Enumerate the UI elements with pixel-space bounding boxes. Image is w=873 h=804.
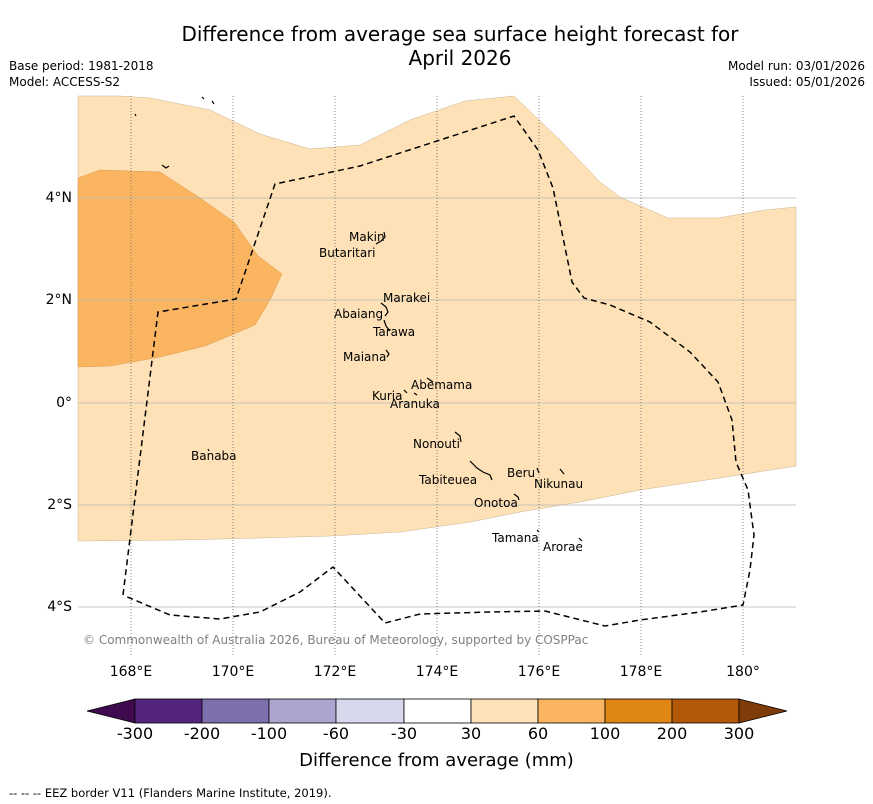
colorbar-segment <box>403 698 472 724</box>
issued-date: Issued: 05/01/2026 <box>749 75 865 89</box>
colorbar-segment <box>537 698 606 724</box>
place-label: Maiana <box>343 350 386 364</box>
footer-note: -- -- -- EEZ border V11 (Flanders Marine… <box>9 786 332 800</box>
colorbar-tick: -200 <box>183 724 221 743</box>
island-outlines <box>134 96 583 542</box>
colorbar-segment <box>671 698 740 724</box>
place-label: Butaritari <box>319 246 376 260</box>
lon-label: 176°E <box>517 664 561 680</box>
place-label: Abemama <box>411 378 472 392</box>
colorbar-tick: 30 <box>460 724 482 743</box>
colorbar-extend-low <box>86 698 136 724</box>
place-label: Tarawa <box>372 325 415 339</box>
title-line-2: April 2026 <box>408 46 512 70</box>
place-label: Aranuka <box>390 397 440 411</box>
lon-label: 180° <box>726 664 760 680</box>
lat-label: 2°S <box>47 497 72 513</box>
place-label: Tabiteuea <box>418 473 477 487</box>
colorbar-segment <box>268 698 337 724</box>
place-label: Abaiang <box>334 307 383 321</box>
colorbar <box>86 698 788 724</box>
place-label: Tamana <box>491 531 539 545</box>
colorbar-label: Difference from average (mm) <box>299 750 574 771</box>
place-label: Arorae <box>543 540 583 554</box>
anomaly-band-60-100 <box>77 169 283 368</box>
colorbar-tick: 60 <box>527 724 549 743</box>
title-line-1: Difference from average sea surface heig… <box>181 22 739 46</box>
lon-label: 178°E <box>619 664 663 680</box>
place-label: Nikunau <box>534 477 583 491</box>
place-label: Kuria <box>372 389 403 403</box>
copyright-text: © Commonwealth of Australia 2026, Bureau… <box>83 633 588 647</box>
longitude-gridlines <box>130 96 744 655</box>
colorbar-tick: -60 <box>322 724 350 743</box>
place-label: Makin <box>349 230 385 244</box>
meta-left: Base period: 1981-2018 Model: ACCESS-S2 <box>9 58 154 90</box>
lon-label: 168°E <box>109 664 153 680</box>
lat-label: 0° <box>56 395 72 411</box>
colorbar-tick: -30 <box>390 724 418 743</box>
colorbar-tick: -300 <box>116 724 154 743</box>
lon-label: 172°E <box>313 664 357 680</box>
colorbar-tick: 100 <box>589 724 621 743</box>
lon-label: 174°E <box>415 664 459 680</box>
model-name: Model: ACCESS-S2 <box>9 75 121 89</box>
colorbar-segment <box>335 698 405 724</box>
colorbar-segment <box>470 698 539 724</box>
place-label: Beru <box>507 466 535 480</box>
colorbar-segment <box>604 698 673 724</box>
place-labels: Makin Butaritari Marakei Abaiang Tarawa … <box>191 230 583 554</box>
colorbar-tick: -100 <box>250 724 288 743</box>
meta-right: Model run: 03/01/2026 Issued: 05/01/2026 <box>728 58 865 90</box>
place-label: Banaba <box>191 449 237 463</box>
lat-label: 2°N <box>45 292 72 308</box>
lon-label: 170°E <box>211 664 255 680</box>
lat-label: 4°N <box>45 190 72 206</box>
colorbar-extend-high <box>738 698 788 724</box>
model-run: Model run: 03/01/2026 <box>727 59 865 73</box>
colorbar-tick: 200 <box>656 724 688 743</box>
place-label: Nonouti <box>413 437 460 451</box>
place-label: Marakei <box>383 291 430 305</box>
colorbar-tick: 300 <box>723 724 755 743</box>
lat-label: 4°S <box>47 599 72 615</box>
colorbar-segment <box>201 698 270 724</box>
base-period: Base period: 1981-2018 <box>9 59 154 73</box>
chart-title: Difference from average sea surface heig… <box>150 22 770 70</box>
place-label: Onotoa <box>474 496 518 510</box>
colorbar-segment <box>134 698 203 724</box>
